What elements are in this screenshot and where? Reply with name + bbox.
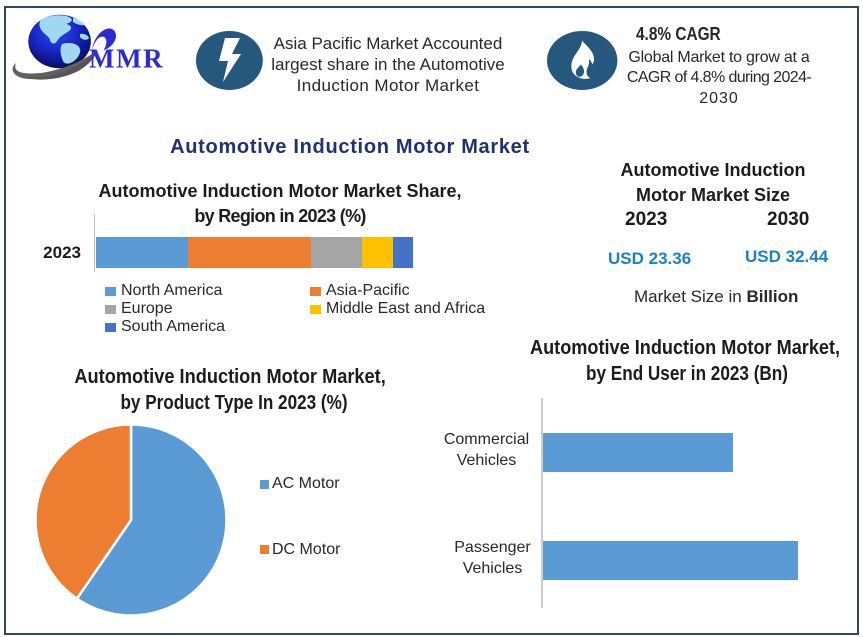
svg-text:MMR: MMR <box>89 44 164 74</box>
